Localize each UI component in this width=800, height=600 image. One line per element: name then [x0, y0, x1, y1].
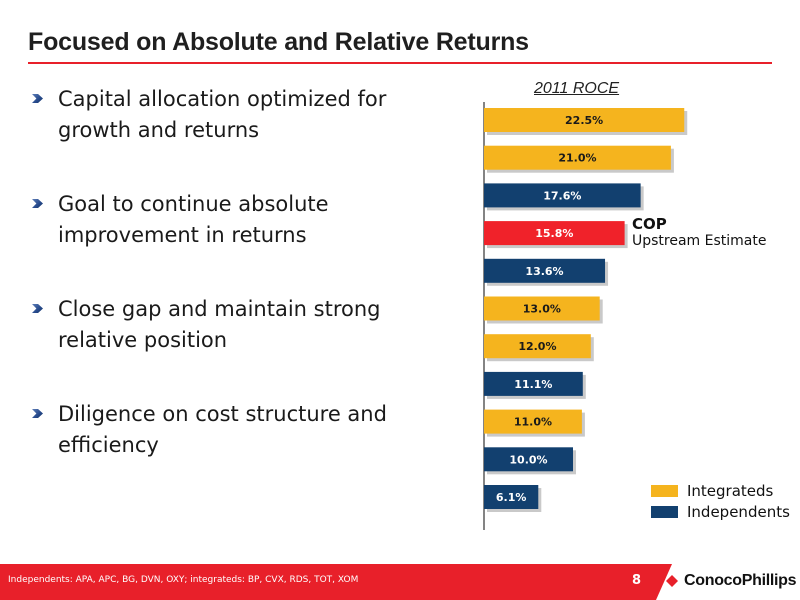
bullet-item: Goal to continue absolute improvement in… — [26, 189, 426, 251]
arrow-bullet-icon — [32, 94, 43, 103]
title-divider — [28, 62, 772, 64]
legend-item-integrateds: Integrateds — [651, 480, 790, 501]
bar-value-label: 13.0% — [523, 303, 561, 316]
bar-independent — [484, 258, 606, 283]
bar-value-label: 10.0% — [509, 453, 547, 466]
bar-integrated — [484, 145, 671, 170]
chart-title: 2011 ROCE — [534, 80, 620, 97]
legend-label: Integrateds — [687, 481, 774, 500]
bullet-text: Goal to continue absolute improvement in… — [58, 192, 329, 247]
roce-bar-chart: 22.5% 21.0% 17.6% 15.8% 13.6% 13.0% 12.0% 11.1%… — [483, 102, 688, 530]
slide-title: Focused on Absolute and Relative Returns — [28, 28, 529, 56]
bullet-item: Close gap and maintain strong relative p… — [26, 294, 426, 356]
chart-legend: Integrateds Independents — [651, 480, 790, 522]
bar-independent — [484, 485, 539, 509]
footnote: Independents: APA, APC, BG, DVN, OXY; in… — [8, 575, 359, 585]
bullet-item: Capital allocation optimized for growth … — [26, 84, 426, 146]
arrow-bullet-icon — [32, 199, 43, 208]
bullet-list: Capital allocation optimized for growth … — [26, 84, 426, 461]
bar-independent — [484, 183, 641, 208]
bar-value-label: 17.6% — [543, 189, 581, 202]
footer-bar: Independents: APA, APC, BG, DVN, OXY; in… — [0, 564, 800, 600]
legend-item-independents: Independents — [651, 501, 790, 522]
bar-independent — [484, 447, 573, 472]
bar-integrated — [484, 334, 591, 359]
bar-value-label: 15.8% — [535, 227, 573, 240]
bullet-text: Diligence on cost structure and efficien… — [58, 402, 387, 457]
bullet-item: Diligence on cost structure and efficien… — [26, 399, 426, 461]
bullet-text: Capital allocation optimized for growth … — [58, 87, 387, 142]
page-number: 8 — [632, 573, 642, 588]
legend-swatch-independents — [651, 505, 678, 518]
cop-annotation: COP Upstream Estimate — [632, 216, 766, 250]
bar-value-label: 22.5% — [565, 114, 603, 127]
logo-panel: ConocoPhillips — [656, 564, 800, 600]
cop-annotation-title: COP — [632, 215, 667, 233]
bar-integrated — [484, 409, 582, 434]
legend-swatch-integrateds — [651, 484, 678, 497]
company-logo: ConocoPhillips — [684, 572, 797, 589]
bar-integrated — [484, 108, 685, 132]
bar-value-label: 11.1% — [514, 378, 552, 391]
logo-diamond-icon — [666, 575, 678, 587]
arrow-bullet-icon — [32, 409, 43, 418]
bar-value-label: 6.1% — [496, 491, 527, 504]
bullet-text: Close gap and maintain strong relative p… — [58, 297, 381, 352]
bar-value-label: 21.0% — [558, 152, 596, 165]
bar-independent — [484, 371, 583, 396]
cop-annotation-subtitle: Upstream Estimate — [632, 233, 767, 249]
bar-value-label: 13.6% — [525, 265, 563, 278]
bar-cop — [484, 221, 625, 246]
bar-integrated — [484, 296, 600, 321]
arrow-bullet-icon — [32, 304, 43, 313]
bar-value-label: 11.0% — [514, 416, 552, 429]
legend-label: Independents — [687, 502, 790, 521]
bar-value-label: 12.0% — [518, 340, 556, 353]
